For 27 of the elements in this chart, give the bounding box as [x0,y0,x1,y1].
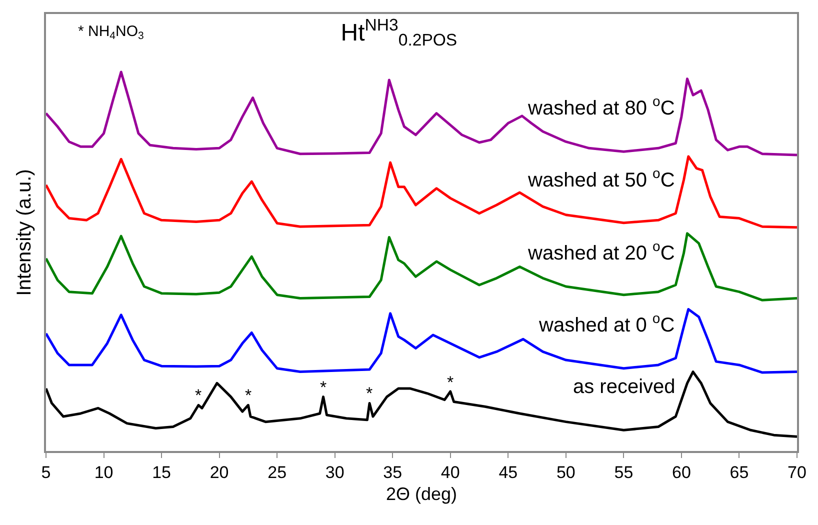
x-tick-label: 35 [383,463,402,482]
series-label: as received [573,376,676,398]
x-tick-label: 10 [94,463,114,482]
x-tick-label: 15 [152,463,171,482]
x-tick-label: 70 [788,463,806,482]
series-label: washed at 0 $^{o}$C [538,310,675,336]
x-tick-label: 30 [325,463,344,482]
x-tick-label: 25 [268,463,287,482]
x-tick-label: 5 [41,463,51,482]
text: * NH$_{4}$NO$_{3}$ [78,23,144,42]
x-tick-label: 55 [614,463,634,482]
x-axis-title: 2Θ (deg) [386,484,458,504]
annotation: * [195,386,202,405]
x-tick-label: 65 [730,463,749,482]
x-tick-label: 45 [498,463,518,482]
annotation: * [245,386,252,405]
annotation: * [366,384,373,403]
series-label: washed at 20 $^{o}$C [527,238,675,264]
x-tick-label: 60 [672,463,691,482]
x-tick-label: 40 [440,463,460,482]
x-tick-label: 50 [556,463,576,482]
annotation: * [320,378,327,397]
x-tick-label: 20 [210,463,229,482]
y-axis-title: Intensity (a.u.) [13,169,36,296]
series-label: washed at 50 $^{o}$C [527,165,675,192]
series-label: washed at 80 $^{o}$C [527,93,675,120]
annotation: * [447,373,454,392]
